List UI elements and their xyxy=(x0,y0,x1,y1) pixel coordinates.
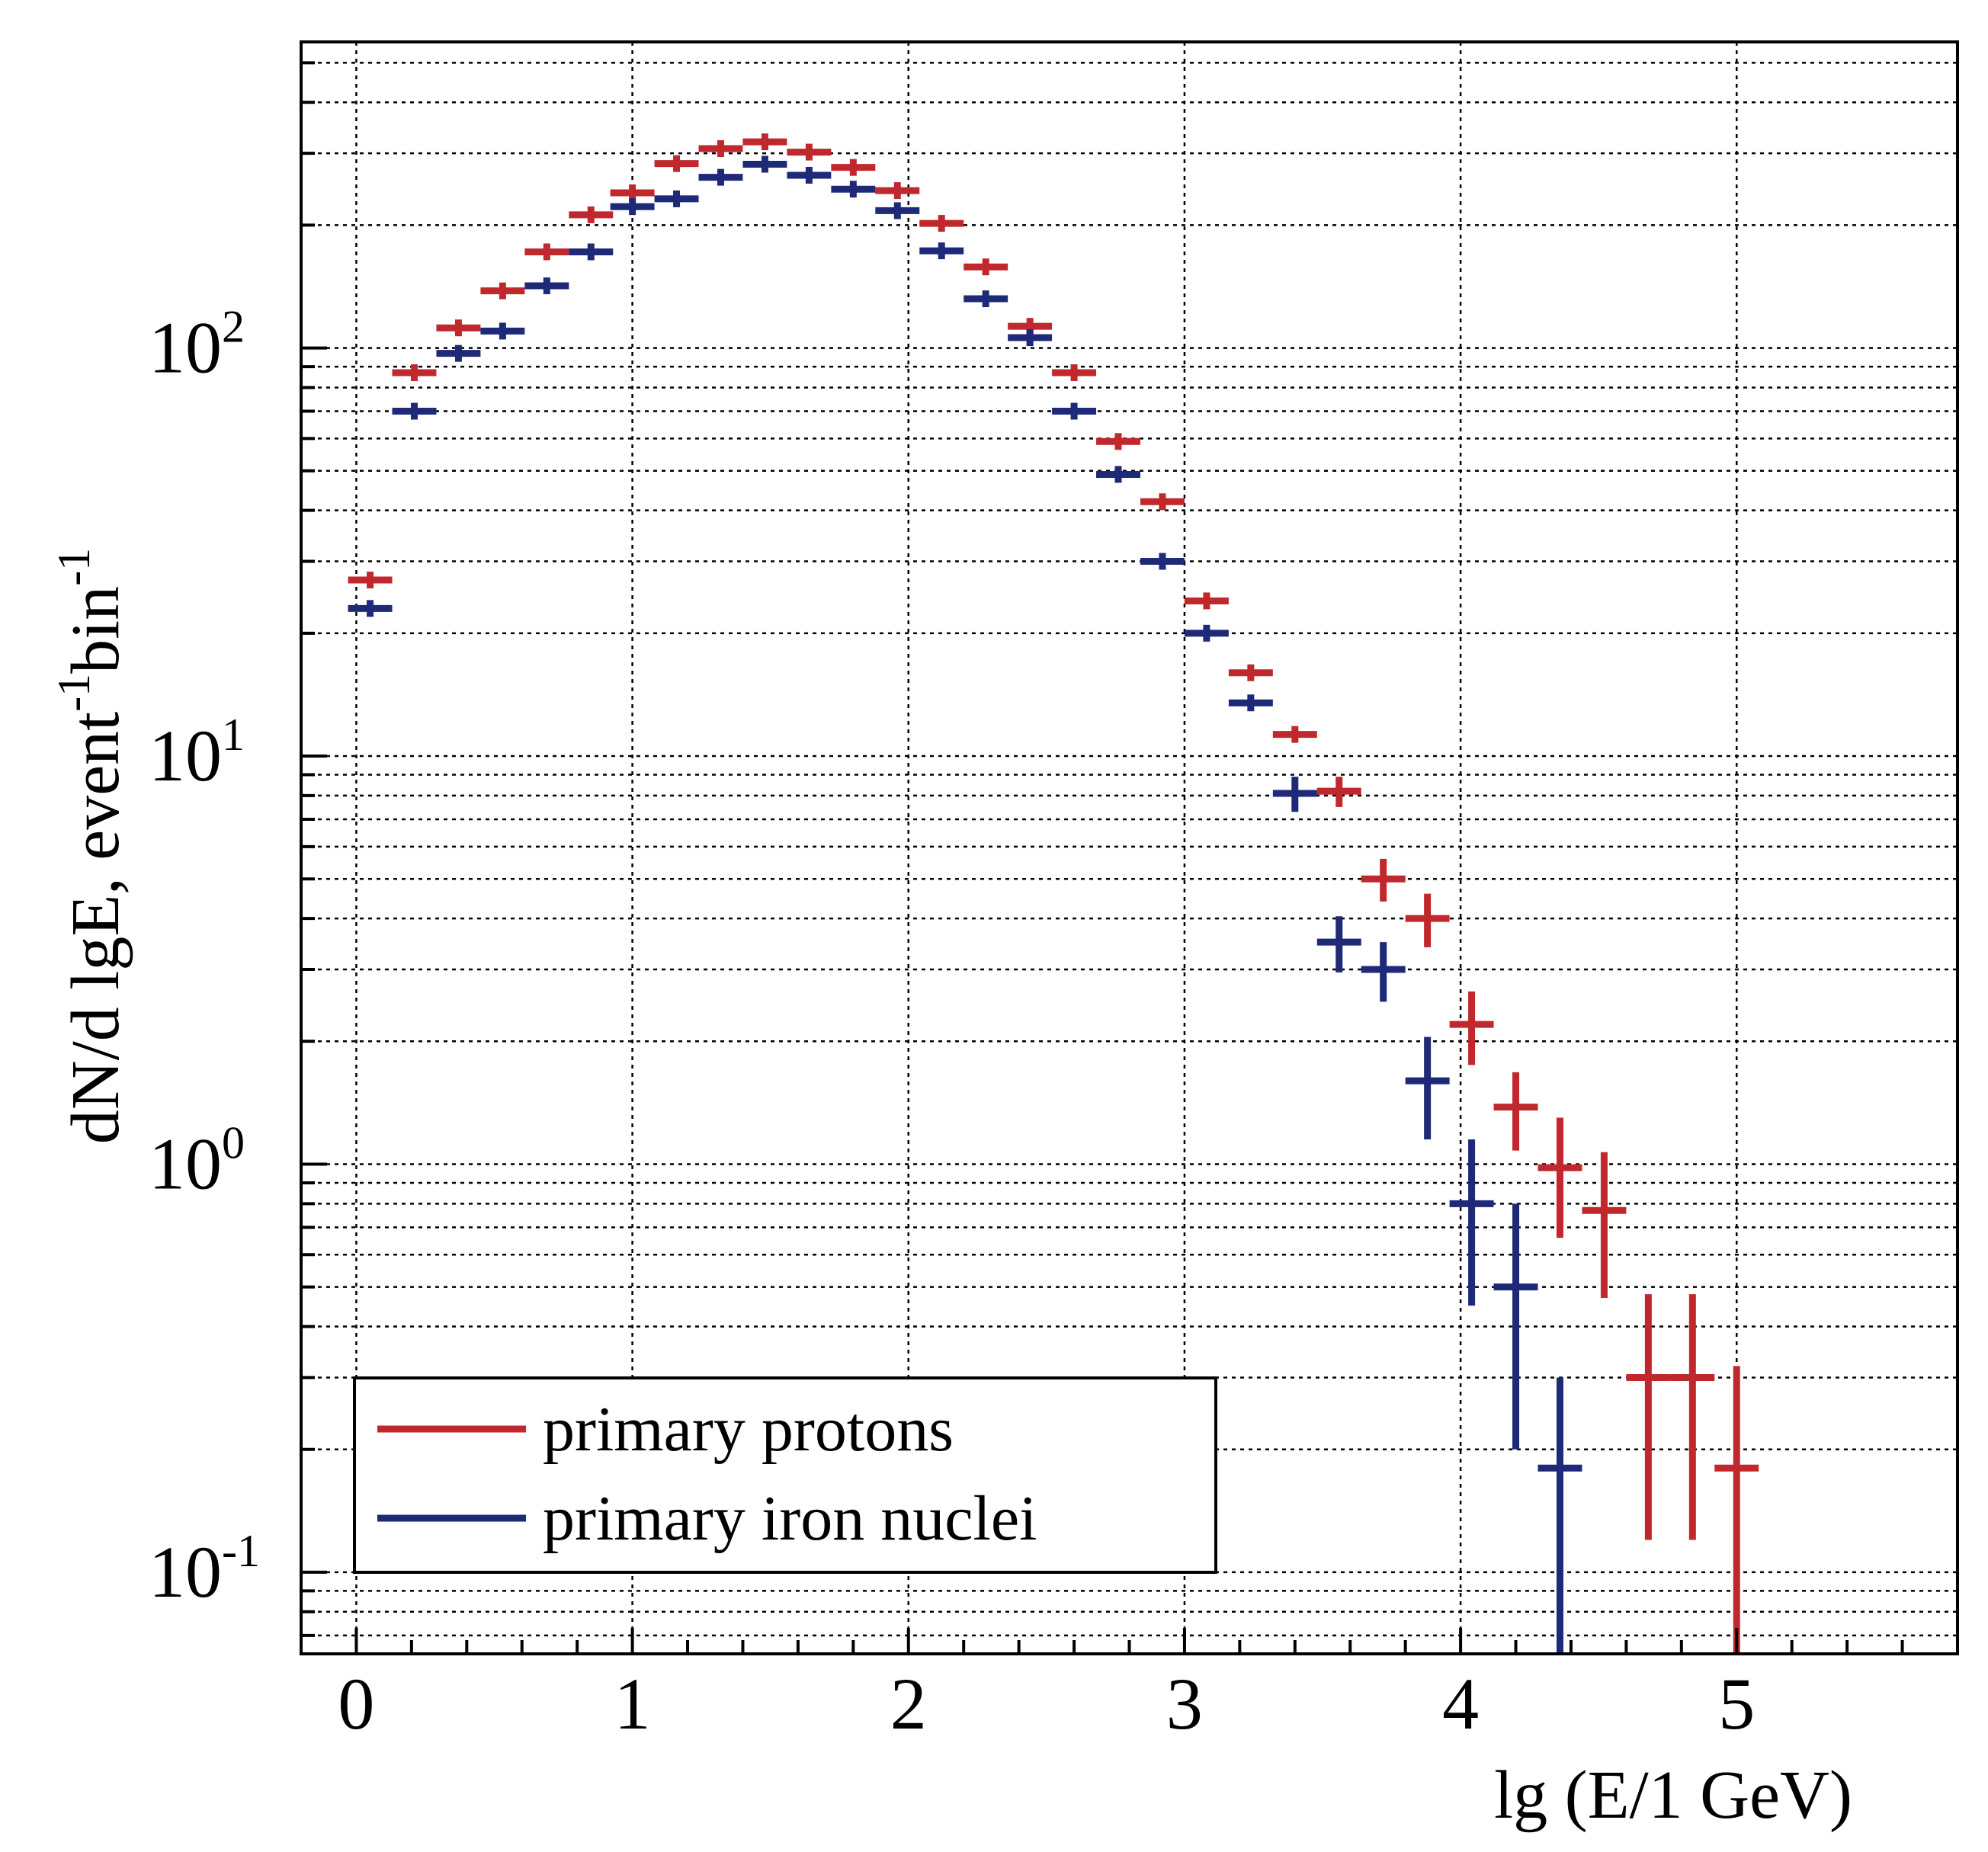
legend-label-protons: primary protons xyxy=(543,1394,954,1465)
legend-label-iron: primary iron nuclei xyxy=(543,1483,1037,1554)
y-tick-label: 102 xyxy=(149,302,245,389)
y-tick-label: 101 xyxy=(149,710,245,796)
x-axis-title: lg (E/1 GeV) xyxy=(1494,1757,1852,1833)
y-tick-label: 100 xyxy=(149,1117,245,1204)
x-tick-label: 5 xyxy=(1718,1663,1755,1745)
x-tick-label: 4 xyxy=(1442,1663,1479,1745)
x-tick-label: 2 xyxy=(890,1663,927,1745)
axis-ticks xyxy=(300,61,1959,1654)
x-tick-labels: 0 1 2 3 4 5 xyxy=(338,1663,1755,1745)
y-tick-labels: 10-1 100 101 102 xyxy=(149,302,260,1613)
legend: primary protons primary iron nuclei xyxy=(353,1376,1217,1574)
legend-box xyxy=(353,1376,1217,1574)
x-tick-label: 3 xyxy=(1166,1663,1203,1745)
series-iron xyxy=(348,155,1582,1654)
data-marks xyxy=(348,133,1759,1654)
x-tick-label: 0 xyxy=(338,1663,374,1745)
y-tick-label: 10-1 xyxy=(149,1526,260,1613)
y-axis-title: dN/d lgE, event-1bin-1 xyxy=(49,548,133,1144)
x-tick-label: 1 xyxy=(614,1663,651,1745)
